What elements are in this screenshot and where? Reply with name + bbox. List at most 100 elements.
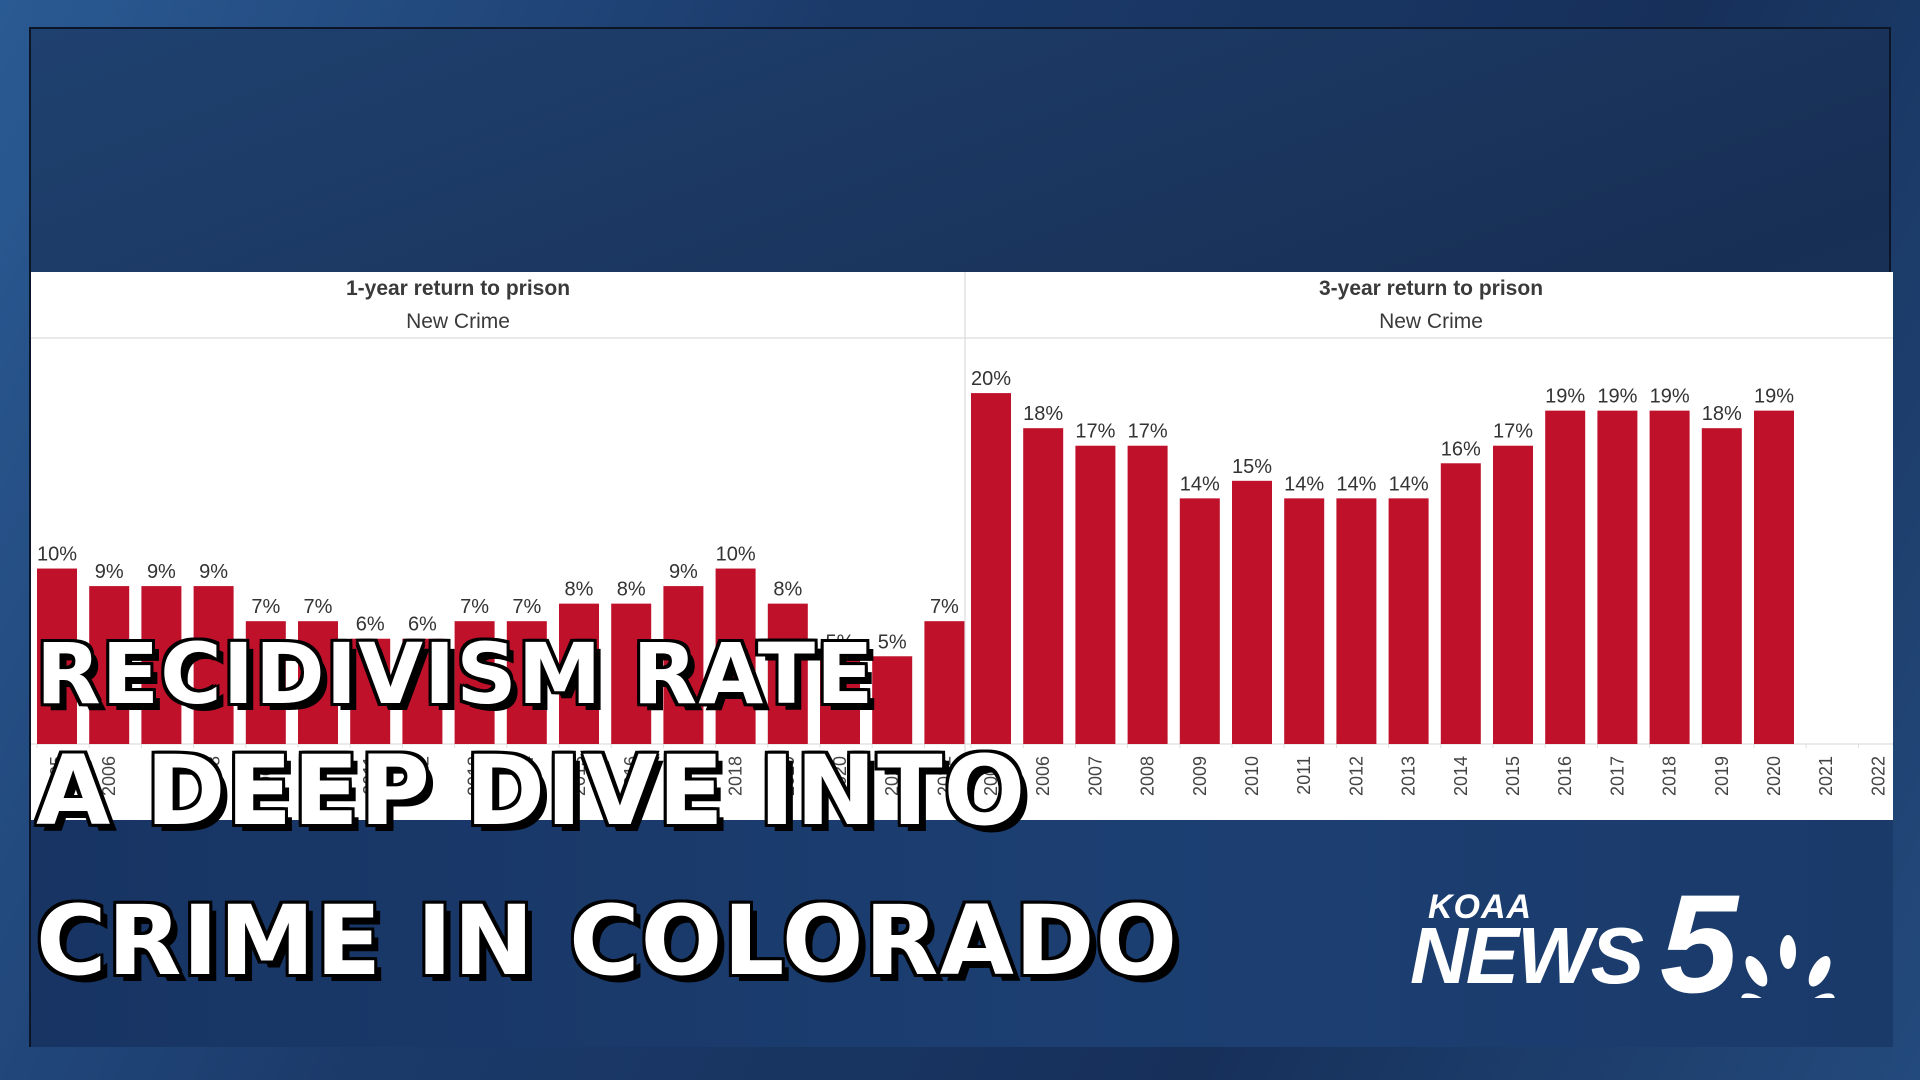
data-label-2018: 19% xyxy=(1650,386,1690,408)
bar-2015 xyxy=(559,603,599,744)
headline-line-3: CRIME IN COLORADO xyxy=(36,885,1179,997)
x-tick-2022: 2022 xyxy=(1868,756,1888,796)
bar-2020 xyxy=(820,656,860,744)
logo-koaa-text: KOAA xyxy=(1428,888,1533,926)
data-label-2007: 9% xyxy=(147,561,176,583)
bar-2021 xyxy=(872,656,913,744)
x-tick-2020: 2020 xyxy=(1764,756,1784,796)
x-tick-2010: 2010 xyxy=(308,756,328,796)
data-label-2010: 7% xyxy=(304,596,333,618)
chart-panel: 1-year return to prison New Crime 10% 2005 9… xyxy=(31,272,1893,820)
bar-2013 xyxy=(454,621,495,744)
data-label-2016: 8% xyxy=(617,579,646,601)
data-label-2008: 17% xyxy=(1128,421,1168,443)
panel-title-1: 1-year return to prison xyxy=(346,277,570,300)
data-label-2017: 19% xyxy=(1597,386,1637,408)
x-tick-2007: 2007 xyxy=(1085,756,1105,796)
x-tick-2016: 2016 xyxy=(621,756,641,796)
data-label-2013: 14% xyxy=(1389,473,1429,495)
x-tick-2009: 2009 xyxy=(256,756,276,796)
data-label-2011: 6% xyxy=(356,614,385,636)
bar-2014 xyxy=(1440,463,1481,744)
data-label-2020: 5% xyxy=(826,631,855,653)
logo-five-text: 5 xyxy=(1660,865,1738,1022)
bar-2006 xyxy=(1023,428,1064,744)
x-tick-2008: 2008 xyxy=(1138,756,1158,796)
data-label-2019: 8% xyxy=(773,579,802,601)
x-tick-2012: 2012 xyxy=(1346,756,1366,796)
x-tick-2017: 2017 xyxy=(1607,756,1627,796)
data-label-2015: 17% xyxy=(1493,421,1533,443)
bar-2008 xyxy=(193,586,234,744)
bar-2007 xyxy=(1075,445,1116,744)
bar-2011 xyxy=(350,638,391,744)
recidivism-chart: 1-year return to prison New Crime 10% 2005 9… xyxy=(31,272,1893,820)
bar-2017 xyxy=(663,586,704,744)
x-tick-2006: 2006 xyxy=(99,756,119,796)
bar-2012 xyxy=(402,638,443,744)
x-tick-2021: 2021 xyxy=(882,756,902,796)
data-label-2006: 9% xyxy=(95,561,124,583)
bar-2018 xyxy=(1649,410,1690,744)
bar-2016 xyxy=(611,603,652,744)
bar-2009 xyxy=(245,621,286,744)
bar-2018 xyxy=(715,568,756,744)
bar-2013 xyxy=(1388,498,1429,744)
data-label-2022: 7% xyxy=(930,596,959,618)
x-tick-2010: 2010 xyxy=(1242,756,1262,796)
lower-third-band xyxy=(31,820,1893,1047)
x-tick-2013: 2013 xyxy=(465,756,485,796)
x-tick-2015: 2015 xyxy=(1503,756,1523,796)
x-tick-2014: 2014 xyxy=(1451,756,1471,796)
x-tick-2019: 2019 xyxy=(1712,756,1732,796)
bar-2022 xyxy=(924,621,965,744)
bar-2019 xyxy=(1701,428,1742,744)
data-label-2006: 18% xyxy=(1023,403,1063,425)
data-label-2010: 15% xyxy=(1232,456,1272,478)
data-label-2009: 7% xyxy=(251,596,280,618)
x-tick-2006: 2006 xyxy=(1033,756,1053,796)
panel-title-2: 3-year return to prison xyxy=(1319,277,1543,300)
panel-subtitle-1: New Crime xyxy=(406,310,510,333)
bar-2019 xyxy=(767,603,808,744)
data-label-2012: 14% xyxy=(1336,473,1376,495)
x-tick-2013: 2013 xyxy=(1399,756,1419,796)
data-label-2013: 7% xyxy=(460,596,489,618)
data-label-2005: 20% xyxy=(971,368,1011,390)
bar-2015 xyxy=(1493,445,1533,744)
bar-2009 xyxy=(1179,498,1220,744)
x-tick-2018: 2018 xyxy=(726,756,746,796)
x-tick-2022: 2022 xyxy=(934,756,954,796)
data-label-2014: 16% xyxy=(1441,438,1481,460)
headline-line-1: RECIDIVISM RATE xyxy=(36,625,875,723)
x-tick-2018: 2018 xyxy=(1660,756,1680,796)
x-tick-2012: 2012 xyxy=(412,756,432,796)
bar-2010 xyxy=(1232,480,1272,744)
bar-2020 xyxy=(1754,410,1794,744)
headline-line-2: A DEEP DIVE INTO xyxy=(36,735,1027,847)
bar-2005 xyxy=(971,393,1011,744)
data-label-2014: 7% xyxy=(512,596,541,618)
bar-2010 xyxy=(298,621,338,744)
x-tick-2019: 2019 xyxy=(778,756,798,796)
x-tick-2014: 2014 xyxy=(517,756,537,796)
panel-subtitle-2: New Crime xyxy=(1379,310,1483,333)
bar-2014 xyxy=(506,621,547,744)
peacock-icon xyxy=(1740,933,1836,998)
data-label-2015: 8% xyxy=(565,579,594,601)
bar-2006 xyxy=(89,586,130,744)
x-tick-2011: 2011 xyxy=(1294,756,1314,795)
bar-2017 xyxy=(1597,410,1638,744)
data-label-2020: 19% xyxy=(1754,386,1794,408)
x-tick-2021: 2021 xyxy=(1816,756,1836,796)
data-label-2016: 19% xyxy=(1545,386,1585,408)
x-tick-2015: 2015 xyxy=(569,756,589,796)
logo-news-text: NEWS xyxy=(1410,911,1644,1000)
bar-2011 xyxy=(1284,498,1325,744)
station-logo: KOAA NEWS 5 xyxy=(1410,874,1850,1014)
x-tick-2007: 2007 xyxy=(151,756,171,796)
x-tick-2009: 2009 xyxy=(1190,756,1210,796)
x-tick-2017: 2017 xyxy=(673,756,693,796)
data-label-2012: 6% xyxy=(408,614,437,636)
x-tick-2011: 2011 xyxy=(360,756,380,795)
